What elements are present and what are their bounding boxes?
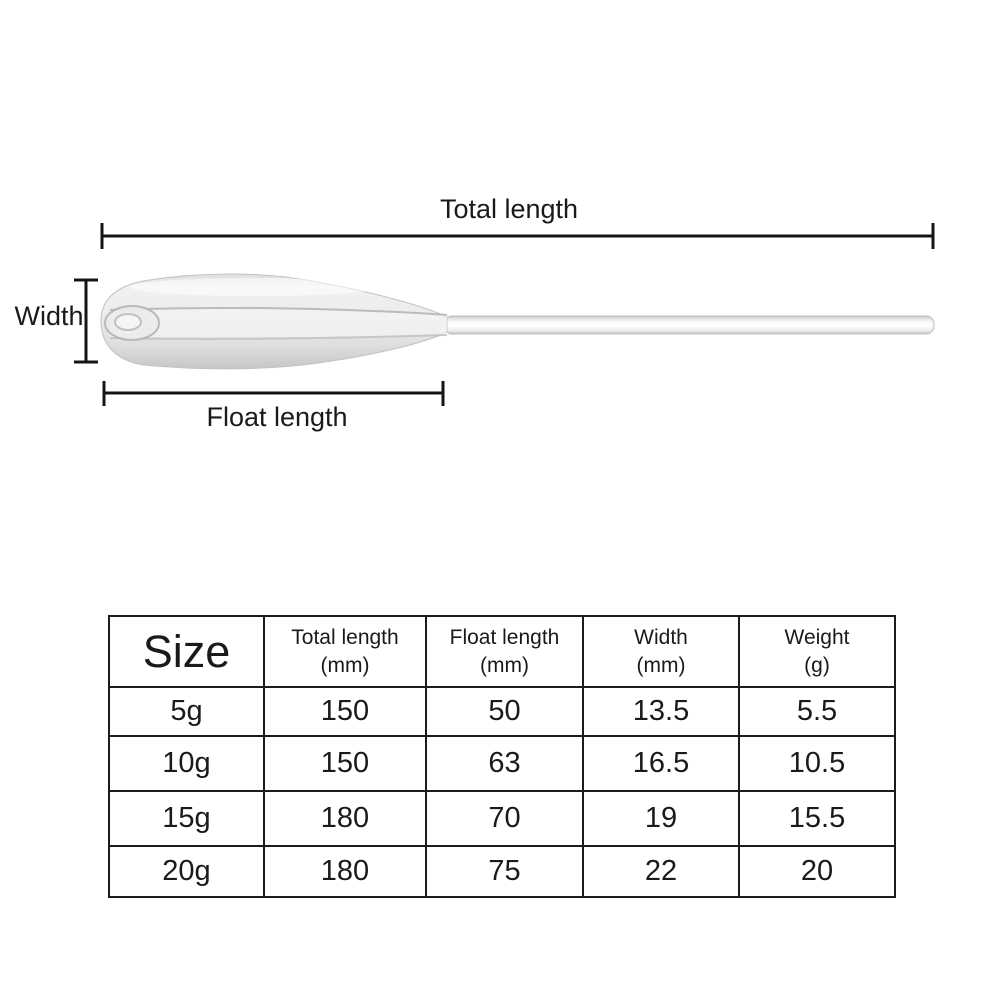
- cell-size: 15g: [108, 790, 265, 847]
- cell-float-length: 70: [425, 790, 584, 847]
- float-eyelet: [104, 305, 160, 341]
- header-width-line1: Width: [634, 626, 688, 650]
- spec-table-header-row: Size Total length (mm) Float length (mm)…: [108, 615, 896, 688]
- cell-float-length: 75: [425, 845, 584, 898]
- spec-table: Size Total length (mm) Float length (mm)…: [108, 615, 896, 898]
- float-length-label: Float length: [206, 402, 348, 432]
- float-inner-tube: [110, 307, 447, 339]
- total-length-dimension-line: [100, 223, 935, 249]
- cell-weight: 5.5: [738, 686, 896, 737]
- cell-size: 10g: [108, 735, 265, 792]
- cell-total-length: 150: [263, 735, 427, 792]
- total-length-label: Total length: [439, 194, 579, 224]
- cell-width: 22: [582, 845, 740, 898]
- width-label: Width: [14, 301, 84, 331]
- cell-width: 16.5: [582, 735, 740, 792]
- float-dimension-diagram: [74, 223, 935, 406]
- cell-total-length: 150: [263, 686, 427, 737]
- header-float-length: Float length (mm): [425, 615, 584, 688]
- table-row-15g: 15g 180 70 19 15.5: [108, 790, 896, 847]
- header-total-length: Total length (mm): [263, 615, 427, 688]
- header-float-length-unit: (mm): [480, 653, 529, 677]
- header-weight-line1: Weight: [784, 626, 850, 650]
- header-weight: Weight (g): [738, 615, 896, 688]
- table-row-5g: 5g 150 50 13.5 5.5: [108, 686, 896, 737]
- cell-float-length: 50: [425, 686, 584, 737]
- cell-total-length: 180: [263, 845, 427, 898]
- cell-weight: 10.5: [738, 735, 896, 792]
- float-body: [100, 273, 448, 370]
- cell-float-length: 63: [425, 735, 584, 792]
- cell-weight: 20: [738, 845, 896, 898]
- table-row-10g: 10g 150 63 16.5 10.5: [108, 735, 896, 792]
- header-size: Size: [108, 615, 265, 688]
- header-float-length-line1: Float length: [449, 626, 560, 650]
- cell-width: 13.5: [582, 686, 740, 737]
- header-width-unit: (mm): [636, 653, 686, 677]
- cell-size: 20g: [108, 845, 265, 898]
- cell-weight: 15.5: [738, 790, 896, 847]
- header-total-length-unit: (mm): [320, 653, 370, 677]
- cell-width: 19: [582, 790, 740, 847]
- float-length-dimension-line: [102, 381, 445, 406]
- header-size-label: Size: [142, 626, 231, 677]
- header-weight-unit: (g): [804, 653, 830, 677]
- table-row-20g: 20g 180 75 22 20: [108, 845, 896, 898]
- cell-size: 5g: [108, 686, 265, 737]
- cell-total-length: 180: [263, 790, 427, 847]
- float-tube: [443, 315, 935, 335]
- header-width: Width (mm): [582, 615, 740, 688]
- float-highlight: [130, 278, 380, 296]
- header-total-length-line1: Total length: [291, 626, 399, 650]
- width-dimension-line: [74, 278, 98, 364]
